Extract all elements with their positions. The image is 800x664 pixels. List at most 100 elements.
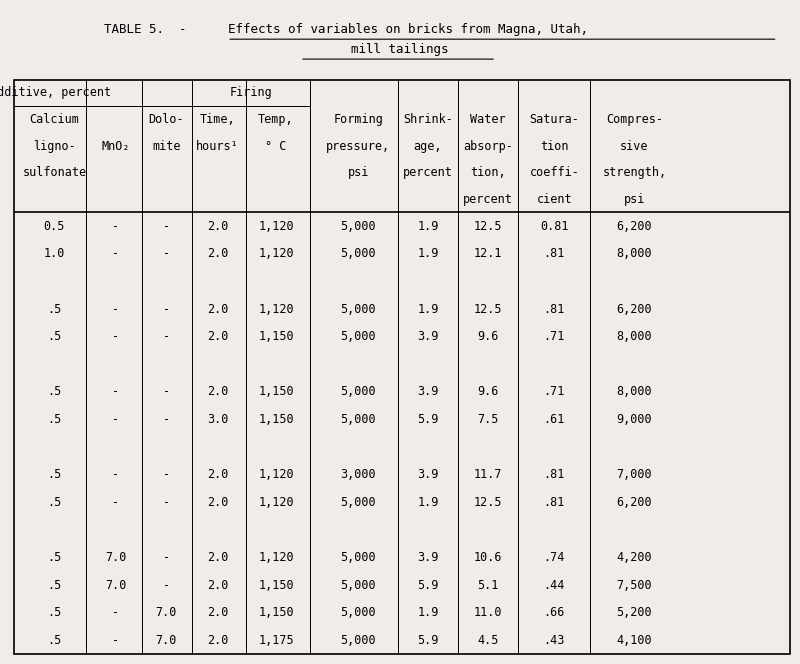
Text: .66: .66 [544, 606, 565, 619]
Text: psi: psi [348, 166, 369, 179]
Text: .81: .81 [544, 248, 565, 260]
Text: tion,: tion, [470, 166, 506, 179]
Text: 4,100: 4,100 [617, 633, 652, 647]
Text: 1.9: 1.9 [418, 606, 438, 619]
Text: -: - [163, 248, 170, 260]
Text: tion: tion [540, 139, 569, 153]
Text: 7.0: 7.0 [106, 551, 126, 564]
Text: 1,150: 1,150 [258, 413, 294, 426]
Text: 3.9: 3.9 [418, 551, 438, 564]
Text: 1,120: 1,120 [258, 220, 294, 233]
Text: 1,150: 1,150 [258, 385, 294, 398]
Text: -: - [163, 551, 170, 564]
Text: 3.9: 3.9 [418, 468, 438, 481]
Text: 8,000: 8,000 [617, 330, 652, 343]
Text: 6,200: 6,200 [617, 220, 652, 233]
Text: -: - [113, 606, 119, 619]
Text: -: - [163, 330, 170, 343]
Text: ligno-: ligno- [33, 139, 76, 153]
Text: Effects of variables on bricks from Magna, Utah,: Effects of variables on bricks from Magn… [228, 23, 588, 37]
Text: Additive, percent: Additive, percent [0, 86, 111, 100]
Text: 9.6: 9.6 [478, 330, 498, 343]
Text: 1.9: 1.9 [418, 496, 438, 509]
Text: 7,500: 7,500 [617, 578, 652, 592]
Text: 12.5: 12.5 [474, 303, 502, 315]
Text: 1,120: 1,120 [258, 468, 294, 481]
Text: -: - [113, 385, 119, 398]
Text: 2.0: 2.0 [207, 606, 228, 619]
Text: ° C: ° C [266, 139, 286, 153]
Text: 1,150: 1,150 [258, 578, 294, 592]
Text: -: - [113, 468, 119, 481]
Text: 11.0: 11.0 [474, 606, 502, 619]
Text: 5,000: 5,000 [341, 551, 376, 564]
Text: .5: .5 [47, 496, 62, 509]
Text: .74: .74 [544, 551, 565, 564]
Text: 7.5: 7.5 [478, 413, 498, 426]
Text: 1.9: 1.9 [418, 303, 438, 315]
Text: 5,000: 5,000 [341, 413, 376, 426]
Text: Shrink-: Shrink- [403, 113, 453, 126]
Text: mill tailings: mill tailings [351, 43, 449, 56]
Text: 5,000: 5,000 [341, 496, 376, 509]
Text: -: - [163, 468, 170, 481]
Text: 5,000: 5,000 [341, 330, 376, 343]
Text: -: - [163, 496, 170, 509]
Text: .5: .5 [47, 551, 62, 564]
Text: 4.5: 4.5 [478, 633, 498, 647]
Text: mite: mite [152, 139, 181, 153]
Text: 1,120: 1,120 [258, 303, 294, 315]
Text: 12.5: 12.5 [474, 220, 502, 233]
Text: 5,000: 5,000 [341, 220, 376, 233]
Text: 1.9: 1.9 [418, 220, 438, 233]
Text: 1.0: 1.0 [44, 248, 65, 260]
Text: .5: .5 [47, 578, 62, 592]
Text: .5: .5 [47, 606, 62, 619]
Text: 1,120: 1,120 [258, 496, 294, 509]
Text: Forming: Forming [334, 113, 383, 126]
Text: 5.9: 5.9 [418, 578, 438, 592]
Text: 1,120: 1,120 [258, 248, 294, 260]
Text: strength,: strength, [602, 166, 666, 179]
Text: age,: age, [414, 139, 442, 153]
Text: .81: .81 [544, 468, 565, 481]
Text: 5,000: 5,000 [341, 633, 376, 647]
Text: 3.9: 3.9 [418, 330, 438, 343]
Text: -: - [163, 303, 170, 315]
Text: 12.1: 12.1 [474, 248, 502, 260]
Text: 3.0: 3.0 [207, 413, 228, 426]
Bar [14, 80, 790, 654]
Text: -: - [163, 578, 170, 592]
Text: 3.9: 3.9 [418, 385, 438, 398]
Text: .71: .71 [544, 330, 565, 343]
Text: 0.81: 0.81 [540, 220, 569, 233]
Text: .61: .61 [544, 413, 565, 426]
Text: 5.9: 5.9 [418, 413, 438, 426]
Text: .44: .44 [544, 578, 565, 592]
Text: 2.0: 2.0 [207, 578, 228, 592]
Text: -: - [163, 385, 170, 398]
Text: Compres-: Compres- [606, 113, 663, 126]
Text: Water: Water [470, 113, 506, 126]
Text: 2.0: 2.0 [207, 303, 228, 315]
Text: sive: sive [620, 139, 649, 153]
Text: .5: .5 [47, 413, 62, 426]
Text: -: - [113, 303, 119, 315]
Text: 12.5: 12.5 [474, 496, 502, 509]
Text: -: - [113, 633, 119, 647]
Text: .5: .5 [47, 303, 62, 315]
Text: 9,000: 9,000 [617, 413, 652, 426]
Text: 5,000: 5,000 [341, 606, 376, 619]
Text: -: - [113, 220, 119, 233]
Text: 8,000: 8,000 [617, 248, 652, 260]
Text: cient: cient [537, 193, 572, 206]
Text: 8,000: 8,000 [617, 385, 652, 398]
Text: .43: .43 [544, 633, 565, 647]
Text: 5,000: 5,000 [341, 385, 376, 398]
Text: -: - [113, 496, 119, 509]
Text: -: - [113, 330, 119, 343]
Text: 5,000: 5,000 [341, 248, 376, 260]
Text: 2.0: 2.0 [207, 330, 228, 343]
Text: 5,000: 5,000 [341, 303, 376, 315]
Text: -: - [113, 413, 119, 426]
